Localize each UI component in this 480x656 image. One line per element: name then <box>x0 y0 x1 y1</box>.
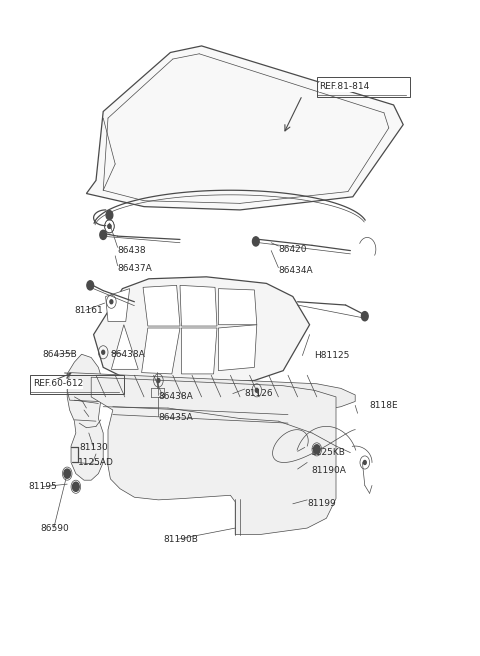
Text: 86590: 86590 <box>41 523 70 533</box>
Polygon shape <box>218 289 257 325</box>
Text: 81195: 81195 <box>29 482 58 491</box>
Polygon shape <box>142 328 180 374</box>
Text: 81126: 81126 <box>245 389 274 398</box>
Polygon shape <box>143 285 180 326</box>
Circle shape <box>106 211 113 220</box>
Polygon shape <box>91 377 336 535</box>
Circle shape <box>313 445 320 454</box>
Text: 86437A: 86437A <box>118 264 152 274</box>
Circle shape <box>100 230 107 239</box>
Circle shape <box>157 379 160 382</box>
Circle shape <box>87 281 94 290</box>
Circle shape <box>74 485 77 489</box>
Text: 86435A: 86435A <box>158 413 193 422</box>
Text: 86438A: 86438A <box>110 350 145 359</box>
Polygon shape <box>67 354 103 480</box>
Polygon shape <box>94 277 310 384</box>
Circle shape <box>255 388 258 392</box>
Polygon shape <box>67 373 355 411</box>
Polygon shape <box>218 325 257 371</box>
Polygon shape <box>180 285 217 326</box>
Text: 81130: 81130 <box>79 443 108 452</box>
Circle shape <box>361 312 368 321</box>
Text: 81190A: 81190A <box>311 466 346 475</box>
Text: 1125KB: 1125KB <box>311 448 346 457</box>
Text: 86420: 86420 <box>278 245 307 254</box>
Text: REF.60-612: REF.60-612 <box>33 379 83 388</box>
Text: 81190B: 81190B <box>163 535 198 544</box>
Text: 86438: 86438 <box>118 246 146 255</box>
Circle shape <box>72 482 79 491</box>
Text: 86435B: 86435B <box>42 350 77 359</box>
Circle shape <box>66 472 69 476</box>
Text: 81199: 81199 <box>307 499 336 508</box>
Circle shape <box>108 224 111 228</box>
Circle shape <box>363 461 366 464</box>
Polygon shape <box>86 46 403 210</box>
Polygon shape <box>111 325 138 369</box>
Polygon shape <box>181 328 217 374</box>
Circle shape <box>252 237 259 246</box>
Text: H81125: H81125 <box>314 351 350 360</box>
Circle shape <box>315 447 318 451</box>
Text: REF.81-814: REF.81-814 <box>319 82 370 91</box>
Text: 81161: 81161 <box>74 306 103 315</box>
Text: 1125AD: 1125AD <box>78 458 114 467</box>
Circle shape <box>64 469 71 478</box>
Circle shape <box>108 224 111 228</box>
Polygon shape <box>106 289 130 321</box>
Text: 8118E: 8118E <box>370 401 398 410</box>
Text: 86434A: 86434A <box>278 266 313 275</box>
Text: 86438A: 86438A <box>158 392 193 401</box>
Circle shape <box>102 350 105 354</box>
Circle shape <box>110 300 113 304</box>
